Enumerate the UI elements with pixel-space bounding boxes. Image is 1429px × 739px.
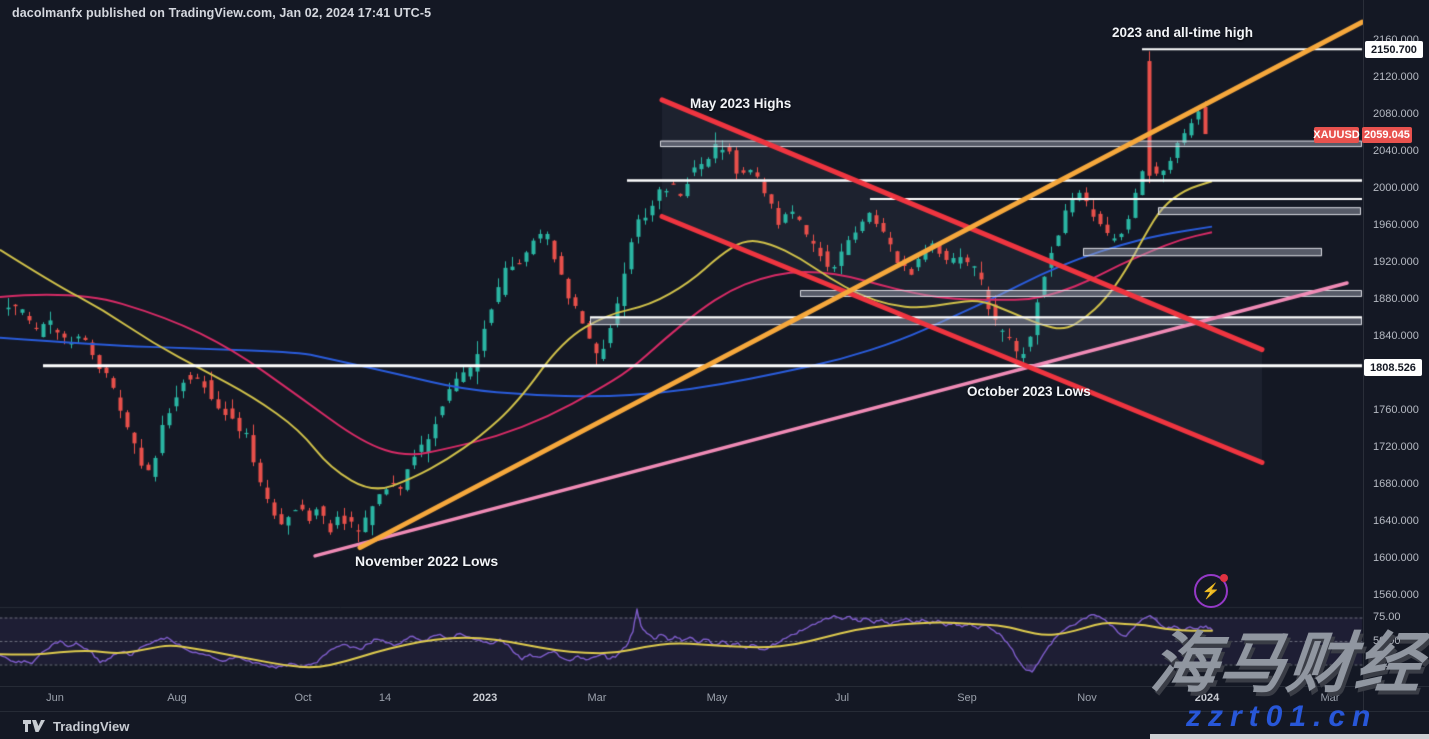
time-tick-label: Jun [46,692,64,704]
watermark-zzrt01-cn: zzrt01.cn [1186,700,1378,733]
oscillator-tick-label: 25.00 [1373,658,1401,670]
time-tick-label: May [706,692,728,704]
time-tick-label: 14 [378,692,392,704]
time-tick-label: Sep [957,692,977,704]
time-tick-label: Jul [834,692,850,704]
price-tick-label: 1920.000 [1373,256,1419,269]
tradingview-logo-icon[interactable] [22,719,45,733]
tradingview-brand-text[interactable]: TradingView [53,718,130,734]
annotation-all-time-high: 2023 and all-time high [1112,25,1254,40]
price-tick-label: 1960.000 [1373,219,1419,232]
boost-lightning-button[interactable]: ⚡ [1194,574,1228,608]
oscillator-tick-label: 75.00 [1373,611,1401,623]
time-tick-label: Aug [167,692,187,704]
time-tick-label: 2024 [1194,692,1220,704]
price-tick-label: 1680.000 [1373,478,1419,491]
price-tick-label: 1840.000 [1373,330,1419,343]
symbol-badge: XAUUSD [1313,127,1360,143]
time-tick-label: Oct [294,692,312,704]
price-tick-label: 2120.000 [1373,71,1419,84]
price-tick-label: 1600.000 [1373,552,1419,565]
watermark-haima-caijing: 海马财经 [1147,626,1428,700]
publish-credit: dacolmanfx published on TradingView.com,… [12,6,432,20]
price-tick-label: 1720.000 [1373,441,1419,454]
lightning-icon: ⚡ [1201,583,1221,600]
price-tick-label: 2080.000 [1373,108,1419,121]
price-tick-label: 1760.000 [1373,404,1419,417]
notification-dot [1220,574,1228,582]
price-tick-label: 1640.000 [1373,515,1419,528]
all-time-high-price-label: 2150.700 [1365,41,1423,58]
price-tick-label: 2040.000 [1373,145,1419,158]
price-tick-label: 2000.000 [1373,182,1419,195]
time-tick-label: 2023 [472,692,498,704]
price-tick-label: 1880.000 [1373,293,1419,306]
annotation-october-2023-lows: October 2023 Lows [967,384,1091,399]
time-axis[interactable]: Jun Aug Oct 14 2023 Mar May Jul Sep Nov 2024 Mar [0,686,1429,712]
annotation-november-2022-lows: November 2022 Lows [355,553,499,569]
time-tick-label: Mar [587,692,607,704]
time-tick-label: Mar [1320,692,1340,704]
october-low-price-label: 1808.526 [1364,359,1422,376]
price-tick-label: 1560.000 [1373,589,1419,602]
price-axis[interactable]: 2160.0002120.0002080.0002040.0002000.000… [1363,0,1429,711]
last-price-badge: 2059.045 [1362,127,1412,143]
watermark-bottom-bar [1150,734,1429,739]
oscillator-tick-label: 50.00 [1373,634,1401,647]
annotation-may-2023-highs: May 2023 Highs [690,96,792,111]
time-tick-label: Nov [1077,692,1097,704]
